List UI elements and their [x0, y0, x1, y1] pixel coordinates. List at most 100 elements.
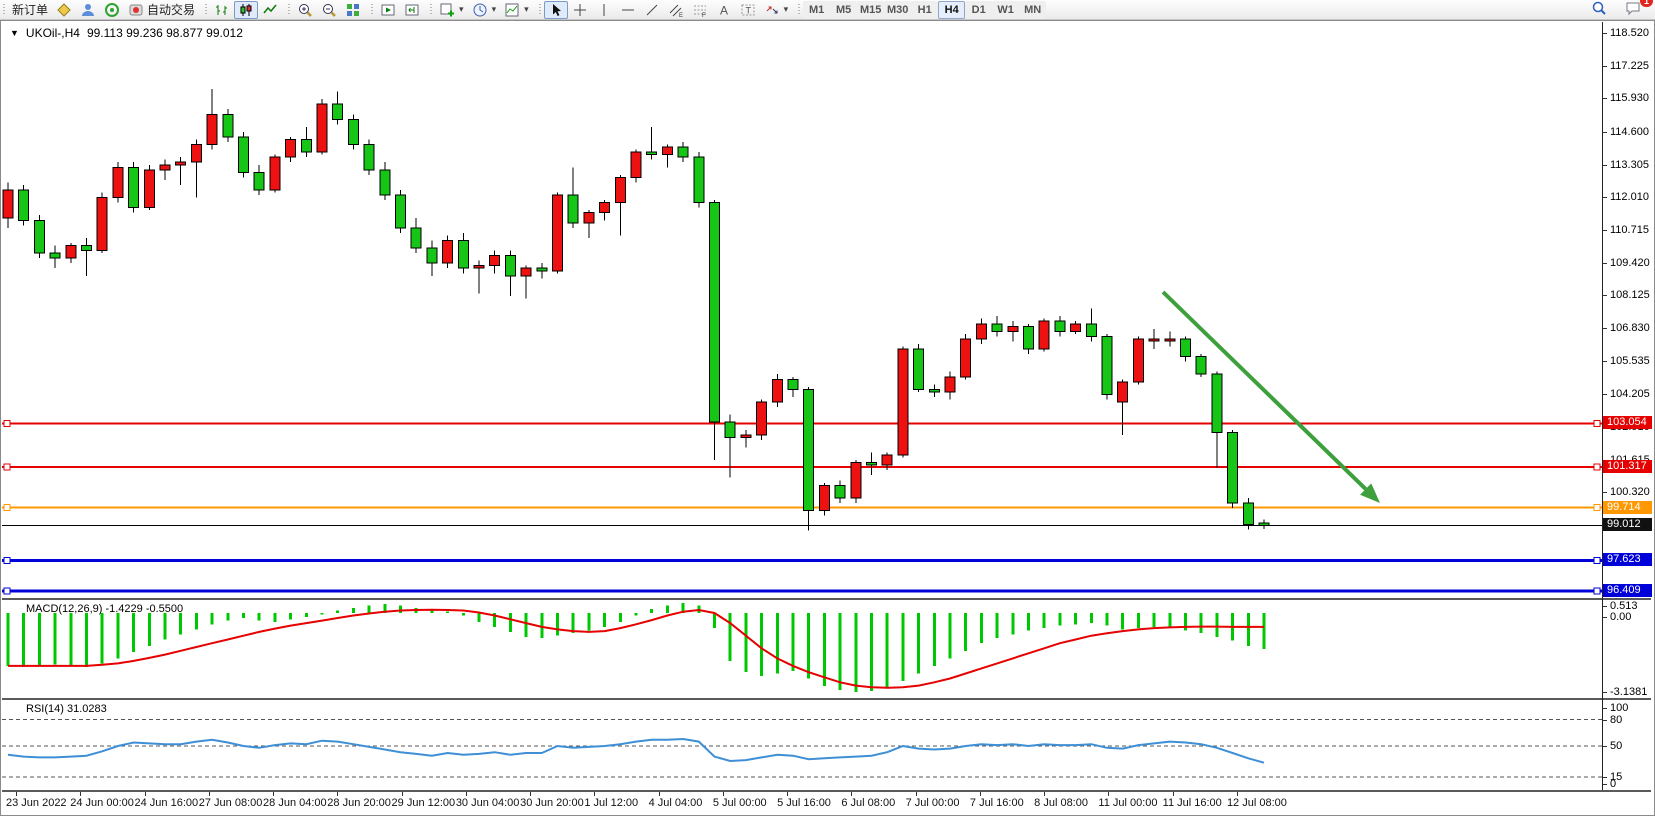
indicators-button[interactable]: ▾	[500, 1, 533, 19]
zoom-out-button[interactable]	[317, 1, 341, 19]
arrows-button[interactable]: ▾	[760, 1, 793, 19]
chart-ohlc-values: 99.113 99.236 98.877 99.012	[86, 26, 243, 40]
trendline-icon	[644, 2, 660, 18]
channel-button[interactable]: E	[664, 1, 688, 19]
text-button[interactable]: A	[712, 1, 736, 19]
chart-collapse-icon[interactable]: ▼	[10, 28, 19, 38]
rsi-axis-tick: 15	[1610, 770, 1623, 783]
price-badge-101.317: 101.317	[1603, 460, 1652, 474]
price-axis[interactable]: 118.520 117.225 115.930 114.600 113.305 112.0…	[1603, 22, 1652, 790]
time-label: 30 Jun 20:00	[520, 797, 584, 809]
cursor-button[interactable]	[543, 0, 568, 19]
time-label: 11 Jul 16:00	[1162, 797, 1222, 809]
text-a-icon: A	[716, 2, 732, 18]
time-tick-mark	[144, 792, 146, 796]
toolbar-group-draw: E F A T ▾	[536, 0, 796, 20]
macd-panel-canvas[interactable]	[2, 600, 1602, 698]
price-tick: 114.600	[1610, 125, 1649, 138]
new-order-button[interactable]: 新订单	[8, 1, 52, 19]
axis-tick-mark	[1603, 65, 1607, 67]
timeframe-h1-button[interactable]: H1	[911, 0, 939, 19]
axis-tick-mark	[1603, 98, 1607, 100]
time-label: 5 Jul 16:00	[777, 797, 831, 809]
macd-axis-tick: 0.513	[1610, 600, 1638, 612]
chart-shift-button[interactable]	[400, 1, 424, 19]
rsi-panel-canvas[interactable]	[2, 700, 1602, 790]
label-button[interactable]: T	[736, 1, 760, 19]
time-label: 8 Jul 08:00	[1034, 797, 1088, 809]
auto-scroll-button[interactable]	[376, 1, 400, 19]
axis-tick-mark	[1603, 692, 1607, 694]
panel-divider[interactable]	[2, 598, 1651, 600]
trendline-button[interactable]	[640, 1, 664, 19]
zoom-in-button[interactable]	[293, 1, 317, 19]
profile-button[interactable]	[52, 1, 76, 19]
main-chart-canvas[interactable]	[2, 22, 1602, 598]
notifications-button[interactable]	[1621, 0, 1645, 17]
fibonacci-button[interactable]: F	[688, 1, 712, 19]
hline-icon	[620, 2, 636, 18]
chart-window: 118.520 117.225 115.930 114.600 113.305 112.0…	[0, 20, 1655, 816]
timeframe-m15-button[interactable]: M15	[857, 0, 885, 19]
price-badge-99.012: 99.012	[1603, 518, 1652, 532]
price-tick: 113.305	[1610, 158, 1649, 171]
macd-axis-tick: 0.00	[1610, 611, 1632, 623]
timeframe-m5-button[interactable]: M5	[830, 0, 858, 19]
time-tick-mark	[465, 792, 467, 796]
axis-tick-mark	[1603, 328, 1607, 330]
axis-tick-mark	[1603, 459, 1607, 461]
market-watch-button[interactable]	[76, 1, 100, 19]
dropdown-caret-icon[interactable]: ▾	[783, 4, 789, 14]
toolbar-group-chart-type	[202, 0, 285, 20]
signals-button[interactable]	[100, 1, 124, 19]
coin-icon	[56, 2, 72, 18]
time-label: 28 Jun 04:00	[263, 797, 327, 809]
candles-view-button[interactable]	[234, 0, 259, 19]
zoom-out-icon	[321, 2, 337, 18]
rsi-axis-tick: 50	[1610, 740, 1623, 752]
timeframe-m30-button[interactable]: M30	[884, 0, 912, 19]
line-view-button[interactable]	[258, 1, 282, 19]
rsi-axis-tick: 100	[1610, 702, 1629, 714]
periods-button[interactable]: ▾	[468, 1, 501, 19]
new-chart-button[interactable]: ▾	[435, 1, 468, 19]
timeframe-m1-button[interactable]: M1	[803, 0, 831, 19]
time-label: 5 Jul 00:00	[712, 797, 767, 809]
dropdown-caret-icon[interactable]: ▾	[459, 4, 464, 14]
time-label: 7 Jul 00:00	[905, 797, 960, 809]
timeframe-h4-button[interactable]: H4	[938, 0, 966, 19]
bars-view-button[interactable]	[210, 1, 234, 19]
vline-button[interactable]	[592, 1, 616, 19]
timeframe-mn-button[interactable]: MN	[1019, 0, 1047, 19]
svg-text:E: E	[679, 13, 683, 18]
crosshair-icon	[572, 2, 588, 18]
dropdown-caret-icon[interactable]: ▾	[491, 4, 497, 14]
panel-divider[interactable]	[2, 698, 1651, 700]
timeframe-d1-button[interactable]: D1	[965, 0, 993, 19]
tile-windows-button[interactable]	[341, 1, 365, 19]
hline-button[interactable]	[616, 1, 640, 19]
time-label: 28 Jun 20:00	[327, 797, 391, 809]
time-label: 30 Jun 04:00	[455, 797, 520, 809]
fibo-icon: F	[692, 2, 708, 18]
svg-text:A: A	[720, 3, 728, 17]
timeframe-w1-button[interactable]: W1	[992, 0, 1020, 19]
axis-tick-mark	[1603, 617, 1607, 618]
axis-tick-mark	[1603, 229, 1607, 231]
autoscroll-icon	[380, 2, 396, 18]
macd-axis-tick: -3.1381	[1610, 686, 1648, 699]
time-axis[interactable]: 23 Jun 2022 24 Jun 00:00 24 Jun 16:00 27 Ju…	[2, 792, 1653, 814]
rsi-indicator-label: RSI(14) 31.0283	[26, 703, 107, 715]
tile-icon	[345, 2, 361, 18]
panel-divider	[2, 790, 1651, 792]
new-chart-icon	[439, 2, 455, 18]
price-tick: 109.420	[1610, 256, 1650, 269]
shift-icon	[404, 2, 420, 18]
new-order-button-label: 新订单	[12, 3, 49, 17]
dropdown-caret-icon[interactable]: ▾	[524, 4, 529, 14]
crosshair-button[interactable]	[568, 1, 592, 19]
chart-symbol-period: UKOil-,H4	[25, 26, 80, 40]
auto-trading-button[interactable]: 自动交易	[124, 1, 199, 19]
search-button[interactable]	[1587, 0, 1611, 17]
axis-tick-mark	[1603, 784, 1607, 785]
